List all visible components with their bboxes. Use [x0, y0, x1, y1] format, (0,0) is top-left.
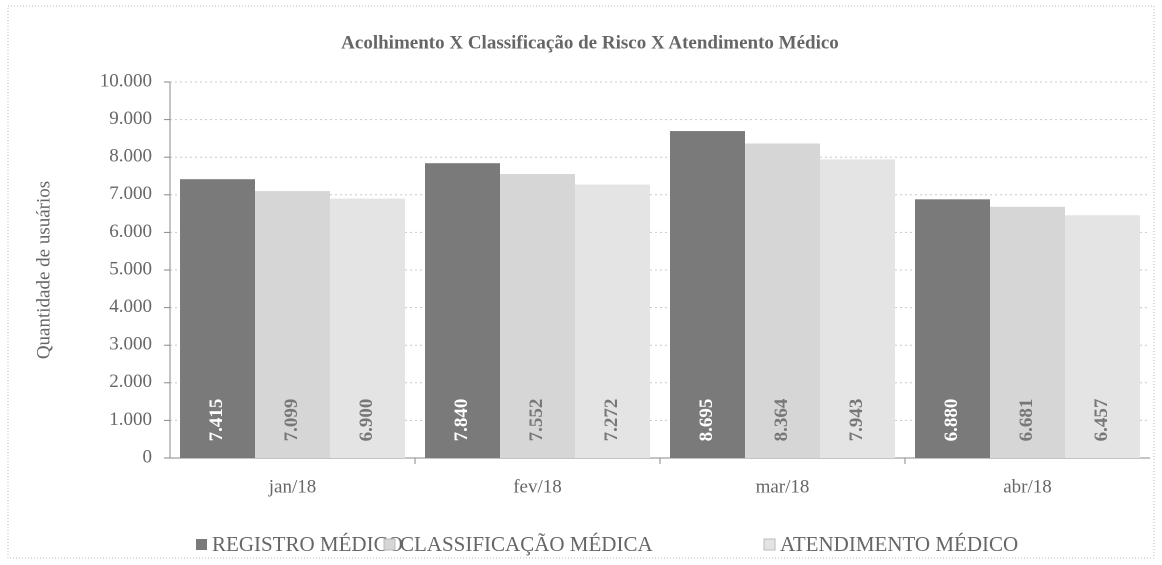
bar: [820, 159, 895, 458]
data-label: 7.415: [206, 399, 227, 442]
legend-swatch: [383, 538, 396, 551]
y-tick-label: 8.000: [109, 146, 152, 167]
x-tick-label: fev/18: [513, 476, 562, 497]
bar: [990, 206, 1065, 458]
y-tick-label: 9.000: [109, 108, 152, 129]
x-tick-label: mar/18: [756, 476, 810, 497]
data-label: 7.272: [601, 399, 622, 442]
bar: [425, 163, 500, 458]
y-tick-label: 3.000: [109, 334, 152, 355]
y-tick-label: 4.000: [109, 296, 152, 317]
bar: [180, 179, 255, 459]
y-tick-label: 7.000: [109, 183, 152, 204]
legend-label: CLASSIFICAÇÃO MÉDICA: [400, 532, 653, 556]
bar: [255, 191, 330, 458]
x-tick-label: abr/18: [1003, 476, 1052, 497]
data-label: 6.880: [941, 399, 962, 442]
bar: [745, 143, 820, 458]
data-label: 7.943: [846, 399, 867, 442]
bar: [330, 198, 405, 458]
x-tick-label: jan/18: [268, 476, 317, 497]
legend-swatch: [196, 539, 207, 550]
data-label: 8.364: [771, 398, 792, 441]
data-label: 7.840: [451, 399, 472, 442]
data-label: 8.695: [696, 399, 717, 442]
y-tick-label: 6.000: [109, 221, 152, 242]
y-tick-label: 10.000: [100, 70, 152, 91]
y-tick-label: 2.000: [109, 371, 152, 392]
y-tick-label: 0: [143, 446, 153, 467]
bar: [1065, 215, 1140, 458]
data-label: 7.099: [281, 399, 302, 442]
legend-label: ATENDIMENTO MÉDICO: [780, 532, 1018, 556]
data-label: 6.681: [1016, 399, 1037, 442]
y-tick-label: 5.000: [109, 258, 152, 279]
data-label: 7.552: [526, 399, 547, 442]
data-label: 6.457: [1091, 398, 1112, 441]
y-axis-label: Quantidade de usuários: [33, 181, 54, 359]
bar: [670, 131, 745, 458]
y-tick-label: 1.000: [109, 409, 152, 430]
legend-label: REGISTRO MÉDICO: [212, 532, 403, 556]
data-label: 6.900: [356, 399, 377, 442]
chart-title: Acolhimento X Classificação de Risco X A…: [341, 32, 839, 53]
legend-swatch: [763, 538, 776, 551]
frame: [7, 5, 1155, 559]
bar: [915, 199, 990, 458]
bar: [575, 184, 650, 458]
bar: [500, 174, 575, 458]
